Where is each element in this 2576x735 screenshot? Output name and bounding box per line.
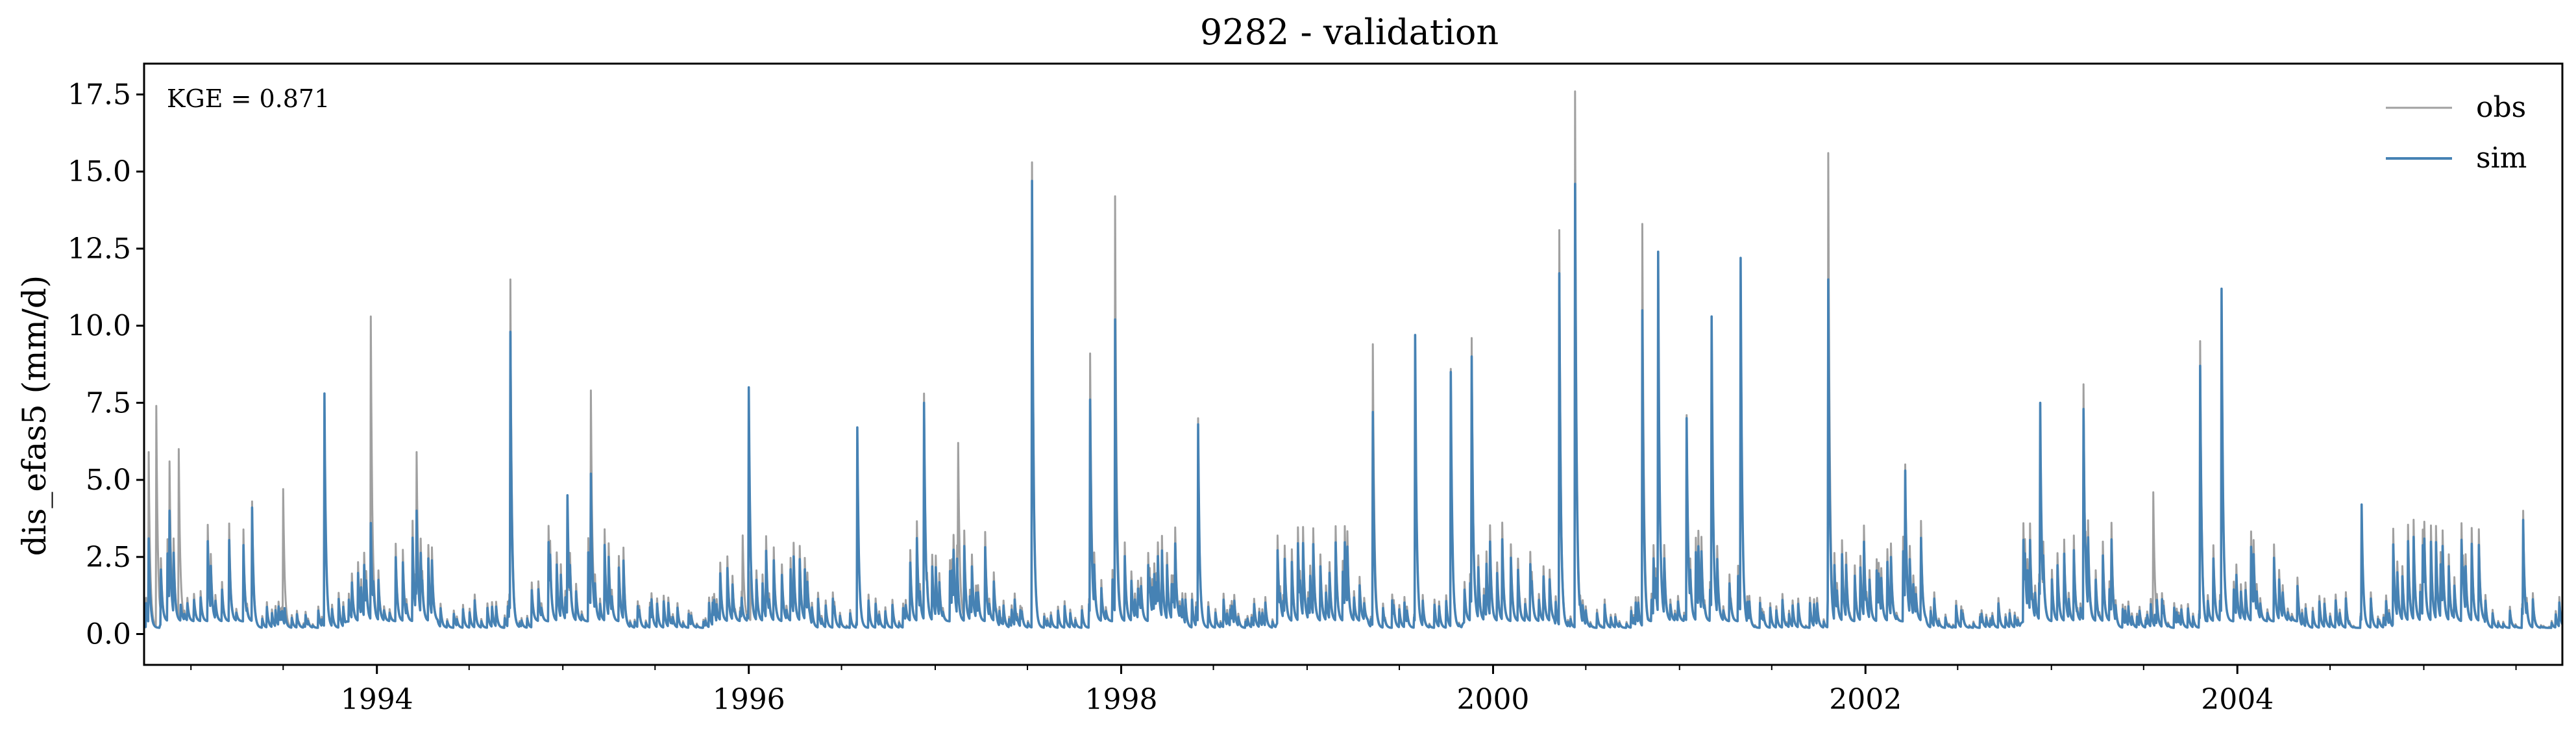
x-tick-label: 2004 (2201, 683, 2274, 716)
legend: obs sim (2386, 91, 2527, 175)
y-tick-label: 12.5 (67, 232, 131, 266)
legend-label-obs: obs (2476, 91, 2526, 124)
x-tick-label: 1996 (713, 683, 785, 716)
y-tick-label: 17.5 (67, 78, 131, 111)
x-tick-label: 2000 (1456, 683, 1529, 716)
y-tick-label: 0.0 (86, 618, 131, 651)
y-tick-label: 7.5 (86, 386, 131, 419)
y-axis-ticks: 0.0 2.5 5.0 7.5 10.0 12.5 15.0 17.5 (67, 78, 144, 651)
kge-annotation: KGE = 0.871 (167, 84, 330, 113)
legend-label-sim: sim (2476, 142, 2527, 175)
y-tick-label: 15.0 (67, 155, 131, 188)
y-tick-label: 10.0 (67, 310, 131, 343)
x-axis-ticks: 1994 1996 1998 2000 2002 2004 (190, 665, 2517, 716)
x-tick-label: 1994 (341, 683, 413, 716)
chart-title: 9282 - validation (1200, 12, 1499, 53)
y-tick-label: 2.5 (86, 541, 131, 574)
plot-area (144, 90, 2562, 629)
series-line-sim (144, 179, 2562, 629)
x-tick-label: 1998 (1085, 683, 1157, 716)
x-tick-label: 2002 (1829, 683, 1902, 716)
axes-frame (143, 62, 2564, 666)
y-axis-label: dis_efas5 (mm/d) (16, 275, 53, 556)
y-tick-label: 5.0 (86, 464, 131, 497)
